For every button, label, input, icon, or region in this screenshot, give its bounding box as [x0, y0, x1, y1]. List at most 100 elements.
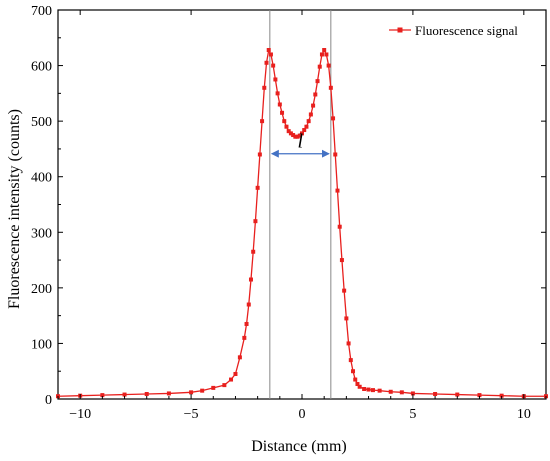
data-point [410, 391, 415, 396]
data-point [260, 119, 265, 124]
data-point [477, 393, 482, 398]
data-point [280, 110, 285, 115]
y-axis-title: Fluorescence intensity (counts) [6, 109, 23, 309]
data-point [433, 391, 438, 396]
plot-border [57, 9, 547, 400]
data-point [317, 64, 322, 69]
data-point [351, 369, 356, 374]
data-point [353, 377, 358, 382]
data-point [246, 302, 251, 307]
y-tick-label: 400 [31, 171, 52, 186]
plot-frame [57, 9, 547, 400]
data-point [229, 377, 234, 382]
data-point [255, 185, 260, 190]
data-point [357, 384, 362, 389]
data-point [335, 188, 340, 193]
data-point [257, 152, 262, 157]
y-tick-label: 700 [31, 4, 52, 19]
data-point [348, 358, 353, 363]
y-tick-label: 300 [31, 226, 52, 241]
annotation-label: l [298, 131, 304, 153]
data-point [302, 128, 307, 133]
data-point [366, 387, 371, 392]
data-point [166, 391, 171, 396]
data-point [189, 390, 194, 395]
data-point [308, 112, 313, 117]
y-tick-label: 100 [31, 337, 52, 352]
data-point [200, 388, 205, 393]
legend-marker [397, 27, 403, 33]
data-point [262, 85, 267, 90]
data-point [295, 134, 300, 139]
x-tick-label: −5 [184, 407, 199, 422]
data-point [388, 389, 393, 394]
data-point [268, 52, 273, 57]
x-axis-title: Distance (mm) [251, 438, 347, 455]
data-point [333, 152, 338, 157]
series-line [57, 47, 546, 397]
legend: Fluorescence signal [389, 23, 518, 38]
data-point [211, 385, 216, 390]
data-point [337, 224, 342, 229]
annotation-layer: l [270, 131, 330, 158]
data-point [277, 102, 282, 107]
data-point [499, 393, 504, 398]
data-point [286, 129, 291, 134]
data-point [266, 48, 271, 53]
data-point [370, 388, 375, 393]
data-point [122, 392, 127, 397]
data-point [144, 391, 149, 396]
data-point [331, 116, 336, 121]
legend-label: Fluorescence signal [415, 23, 518, 38]
x-tick-label: 0 [299, 407, 306, 422]
data-point [242, 335, 247, 340]
data-point [284, 124, 289, 129]
y-tick-label: 500 [31, 115, 52, 130]
data-point [288, 131, 293, 136]
y-tick-label: 600 [31, 60, 52, 75]
y-tick-label: 200 [31, 282, 52, 297]
y-tick-label: 0 [45, 393, 52, 408]
data-point [222, 383, 227, 388]
data-point [344, 316, 349, 321]
data-point [315, 79, 320, 84]
data-point [319, 52, 324, 57]
data-point [346, 341, 351, 346]
data-point [455, 392, 460, 397]
data-point [362, 386, 367, 391]
data-point [342, 288, 347, 293]
data-point [291, 133, 296, 138]
data-point [328, 85, 333, 90]
x-tick-label: −10 [69, 407, 91, 422]
data-point [293, 134, 298, 139]
series-layer [56, 47, 548, 399]
data-point [233, 371, 238, 376]
guide-lines [269, 10, 332, 399]
data-point [282, 119, 287, 124]
data-point [313, 92, 318, 97]
data-point [244, 321, 249, 326]
data-point [322, 48, 327, 53]
data-point [399, 390, 404, 395]
data-point [311, 103, 316, 108]
data-point [304, 124, 309, 129]
data-point [339, 258, 344, 263]
x-tick-label: 10 [517, 407, 531, 422]
x-tick-label: 5 [409, 407, 416, 422]
data-point [355, 381, 360, 386]
data-point [251, 249, 256, 254]
data-point [300, 131, 304, 136]
data-point [273, 77, 278, 82]
data-point [237, 355, 242, 360]
data-point [326, 63, 331, 68]
data-point [324, 52, 329, 57]
data-point [248, 277, 253, 282]
data-point [253, 219, 258, 224]
data-point [275, 91, 280, 96]
data-point [377, 388, 382, 393]
data-point [264, 60, 269, 65]
data-point [271, 63, 276, 68]
data-point [100, 393, 105, 398]
